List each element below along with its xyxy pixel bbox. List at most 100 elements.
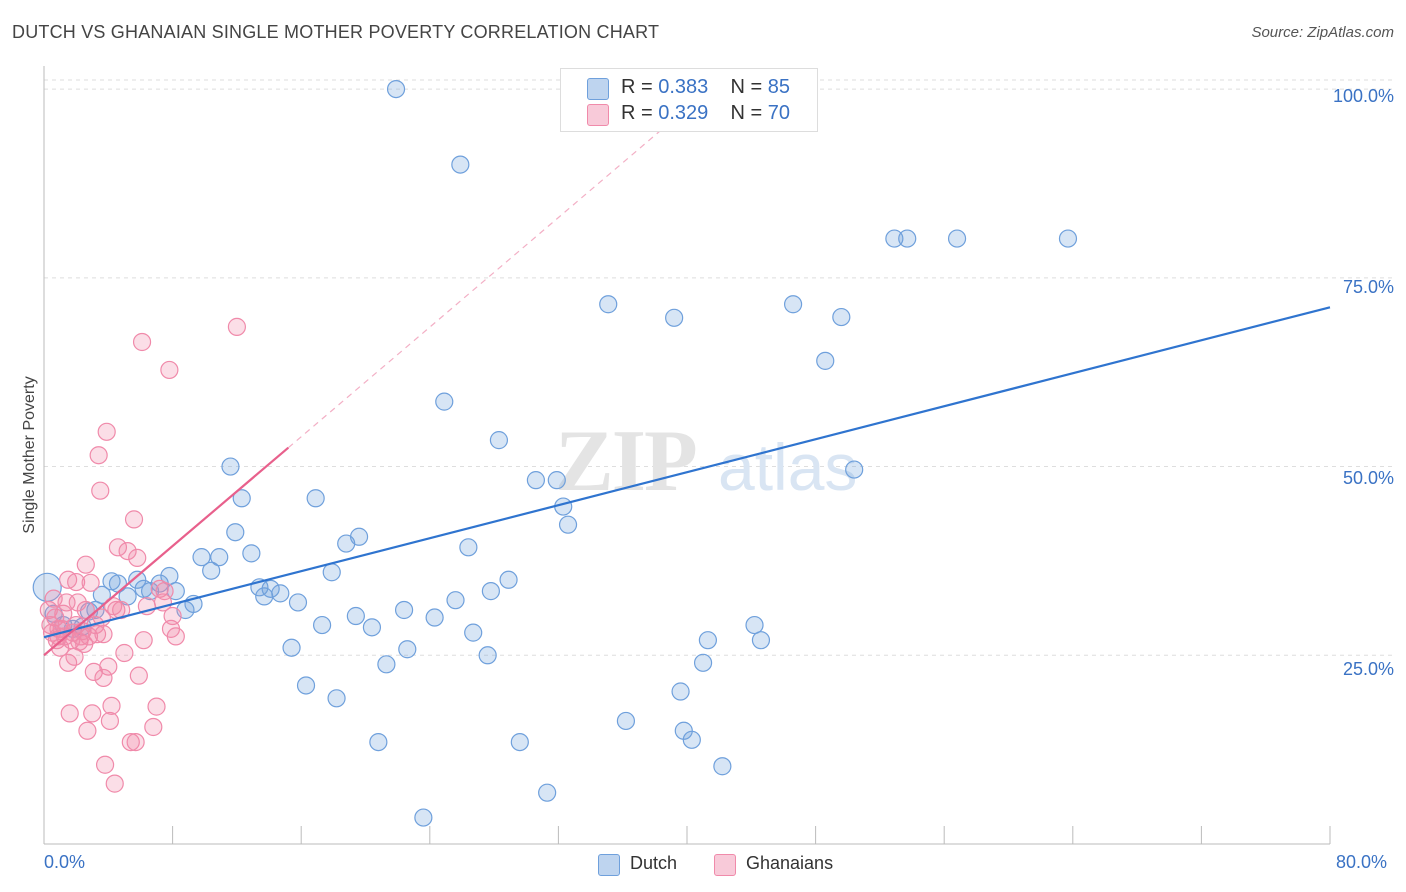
point-dutch-45 — [398, 640, 417, 659]
point-dutch-25 — [242, 544, 261, 563]
legend-stats-ghanaians: R = 0.329 N = 70 — [621, 102, 791, 124]
point-dutch-22 — [221, 457, 240, 476]
point-dutch-33 — [306, 489, 325, 508]
point-ghanaians-50 — [118, 541, 137, 561]
point-ghanaians-26 — [76, 555, 95, 574]
point-ghanaians-45 — [105, 774, 124, 793]
point-dutch-29 — [271, 584, 290, 603]
point-dutch-68 — [682, 730, 701, 749]
bottom-legend-label-ghanaians: Ghanaians — [746, 853, 834, 873]
x-tick-label-max: 80.0% — [1336, 852, 1388, 872]
point-dutch-78 — [885, 229, 904, 248]
point-ghanaians-38 — [94, 668, 113, 688]
point-dutch-24 — [232, 489, 251, 508]
point-dutch-51 — [459, 538, 478, 557]
point-dutch-59 — [538, 783, 557, 802]
axes — [43, 66, 1331, 845]
point-ghanaians-41 — [99, 657, 118, 676]
point-ghanaians-29 — [81, 573, 100, 592]
point-dutch-77 — [845, 460, 864, 479]
point-dutch-63 — [599, 295, 618, 314]
legend-swatch-dutch — [587, 78, 609, 100]
point-dutch-48 — [435, 392, 454, 411]
point-dutch-49 — [446, 591, 465, 610]
point-dutch-7 — [92, 585, 111, 604]
point-dutch-60 — [547, 471, 566, 490]
point-ghanaians-51 — [121, 732, 140, 752]
point-dutch-62 — [558, 515, 578, 534]
point-dutch-43 — [386, 79, 406, 99]
point-dutch-80 — [947, 229, 967, 248]
legend-swatch-ghanaians — [587, 104, 609, 126]
y-tick-label-75: 75.0% — [1342, 277, 1394, 297]
point-dutch-38 — [349, 527, 369, 546]
point-dutch-81 — [1058, 229, 1078, 248]
point-ghanaians-0 — [39, 600, 58, 620]
point-ghanaians-33 — [87, 625, 107, 644]
point-dutch-76 — [832, 307, 851, 327]
point-dutch-74 — [783, 295, 803, 314]
point-ghanaians-53 — [126, 732, 145, 752]
bottom-legend-swatch-ghanaians — [714, 854, 736, 876]
point-dutch-19 — [192, 548, 211, 567]
point-dutch-70 — [698, 631, 717, 650]
point-dutch-23 — [226, 523, 245, 542]
point-dutch-39 — [346, 606, 365, 626]
point-ghanaians-47 — [108, 538, 128, 557]
grid-lines — [44, 79, 1392, 656]
point-ghanaians-18 — [67, 572, 86, 592]
point-dutch-40 — [362, 618, 382, 637]
watermark-zip: ZIP — [555, 413, 696, 510]
point-dutch-52 — [464, 623, 483, 642]
point-ghanaians-9 — [54, 604, 73, 623]
point-ghanaians-52 — [124, 510, 144, 529]
point-dutch-69 — [693, 653, 713, 672]
point-ghanaians-42 — [100, 711, 120, 731]
source-label: Source: ZipAtlas.com — [1251, 24, 1394, 41]
point-ghanaians-66 — [163, 606, 182, 626]
bottom-legend-swatch-dutch — [598, 854, 620, 876]
data-points — [32, 79, 1078, 827]
point-ghanaians-30 — [83, 704, 102, 723]
point-dutch-30 — [282, 638, 301, 657]
point-ghanaians-54 — [128, 548, 147, 567]
trend-lines — [43, 107, 1331, 657]
point-ghanaians-57 — [134, 631, 153, 650]
point-dutch-32 — [296, 676, 316, 695]
point-dutch-79 — [898, 229, 917, 248]
point-dutch-44 — [394, 600, 414, 620]
point-ghanaians-59 — [144, 717, 163, 737]
point-ghanaians-60 — [147, 697, 166, 716]
point-ghanaians-68 — [227, 317, 246, 336]
point-ghanaians-39 — [95, 755, 115, 774]
point-dutch-64 — [616, 711, 636, 731]
watermark-atlas: atlas — [718, 430, 857, 504]
point-dutch-65 — [665, 308, 684, 327]
point-ghanaians-14 — [60, 704, 79, 723]
point-dutch-58 — [526, 471, 545, 490]
y-tick-label-50: 50.0% — [1342, 468, 1394, 488]
point-dutch-50 — [451, 155, 470, 174]
point-ghanaians-49 — [115, 643, 134, 663]
y-tick-label-25: 25.0% — [1342, 659, 1394, 679]
point-dutch-53 — [478, 646, 497, 665]
point-dutch-47 — [425, 608, 444, 627]
point-dutch-42 — [377, 655, 396, 674]
point-dutch-11 — [128, 570, 147, 589]
point-dutch-35 — [322, 563, 341, 582]
correlation-legend: R = 0.383 N = 85 R = 0.329 N = 70 — [560, 68, 818, 132]
point-ghanaians-67 — [166, 627, 185, 646]
point-dutch-31 — [288, 593, 308, 612]
point-ghanaians-34 — [89, 446, 108, 465]
x-tick-label-min: 0.0% — [44, 852, 86, 872]
point-dutch-54 — [481, 582, 500, 601]
point-dutch-36 — [327, 689, 346, 708]
point-ghanaians-43 — [102, 696, 121, 715]
point-dutch-21 — [210, 548, 229, 567]
point-dutch-55 — [489, 431, 509, 450]
point-dutch-71 — [713, 757, 732, 776]
point-dutch-72 — [745, 615, 764, 635]
point-ghanaians-55 — [129, 666, 148, 685]
point-dutch-66 — [671, 682, 690, 701]
